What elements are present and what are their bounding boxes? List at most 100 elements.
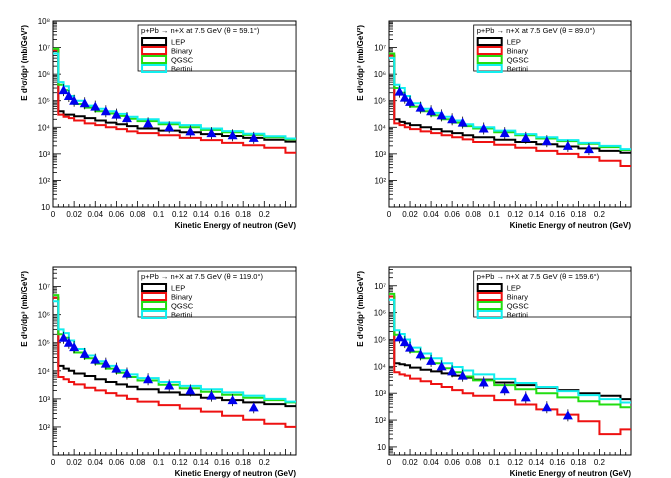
y-tick-label: 10	[377, 443, 386, 452]
series-binary-line	[389, 54, 631, 167]
series-lep-line	[53, 49, 296, 143]
y-tick-label: 10²	[38, 423, 50, 432]
legend-label-bertini: Bertini	[507, 311, 529, 320]
data-point	[562, 140, 573, 150]
x-tick-label: 0.08	[130, 458, 146, 467]
legend-title: p+Pb → n+X at 7.5 GeV (θ = 89.0°)	[477, 26, 596, 35]
y-tick-label: 10³	[374, 389, 386, 398]
legend-label-binary: Binary	[507, 293, 529, 302]
y-tick-label: 10⁶	[374, 309, 386, 318]
x-tick-label: 0.02	[66, 458, 82, 467]
data-point	[499, 384, 510, 394]
data-point	[227, 395, 238, 405]
y-tick-label: 10³	[374, 150, 386, 159]
x-tick-label: 0.1	[489, 210, 501, 219]
x-axis-label: Kinetic Energy of neutron (GeV)	[510, 221, 632, 230]
legend-label-qgsc: QGSC	[507, 302, 530, 311]
legend-label-bertini: Bertini	[171, 65, 193, 74]
data-point	[415, 102, 426, 112]
y-axis-label: E d³σ/dp³ (mb/GeV²)	[356, 25, 365, 101]
data-point	[143, 118, 154, 128]
data-point	[90, 101, 101, 111]
legend-label-qgsc: QGSC	[171, 56, 194, 65]
legend-swatch-binary	[476, 46, 503, 55]
x-tick-label: 0.2	[259, 210, 271, 219]
legend-swatch-qgsc	[476, 55, 503, 64]
x-tick-label: 0.1	[153, 210, 165, 219]
legend-label-qgsc: QGSC	[171, 302, 194, 311]
y-tick-label: 10⁵	[374, 335, 386, 344]
data-point	[478, 123, 489, 133]
data-point	[447, 114, 458, 124]
data-point	[58, 85, 69, 95]
y-tick-label: 10²	[374, 176, 386, 185]
data-point	[248, 402, 259, 412]
y-tick-label: 10	[41, 203, 50, 212]
data-point	[520, 392, 531, 402]
legend-swatch-bertini	[141, 310, 168, 319]
legend-title: p+Pb → n+X at 7.5 GeV (θ = 159.6°)	[477, 272, 600, 281]
data-point	[426, 106, 437, 116]
data-point	[69, 342, 80, 352]
y-axis-label: E d³σ/dp³ (mb/GeV²)	[20, 271, 29, 347]
chart-panel-1: 0 0.02 0.04 0.06 0.08 0.1 0.12 0.14 0.16 0.18 0.2 K…	[20, 17, 297, 230]
legend-swatch-bertini	[141, 64, 168, 73]
x-tick-label: 0.2	[259, 458, 271, 467]
chart-panel-3: 0 0.02 0.04 0.06 0.08 0.1 0.12 0.14 0.16 0.18 0.2 K…	[20, 266, 297, 478]
x-tick-label: 0	[51, 458, 56, 467]
data-point	[63, 91, 74, 101]
legend-label-bertini: Bertini	[507, 65, 529, 74]
data-point	[100, 106, 111, 116]
y-tick-label: 10³	[38, 395, 50, 404]
x-tick-label: 0.2	[594, 458, 606, 467]
y-tick-label: 10⁴	[374, 362, 387, 371]
data-point	[100, 358, 111, 368]
x-tick-label: 0.12	[507, 458, 523, 467]
series-binary-line	[389, 295, 631, 436]
x-axis-label: Kinetic Energy of neutron (GeV)	[175, 469, 297, 478]
x-tick-label: 0.02	[402, 458, 418, 467]
data-point	[111, 109, 122, 119]
x-tick-label: 0.02	[66, 210, 82, 219]
x-tick-label: 0.08	[130, 210, 146, 219]
y-tick-label: 10⁵	[374, 97, 386, 106]
x-tick-label: 0.12	[507, 210, 523, 219]
series-lep-line	[389, 54, 631, 154]
x-tick-label: 0.08	[465, 458, 481, 467]
data-point	[457, 370, 468, 380]
legend-swatch-binary	[141, 46, 168, 55]
data-point	[111, 363, 122, 373]
chart-panel-4: 0 0.02 0.04 0.06 0.08 0.1 0.12 0.14 0.16 0.18 0.2 K…	[356, 266, 632, 478]
legend-label-lep: LEP	[171, 284, 185, 293]
data-point	[583, 144, 594, 154]
series-binary-line	[53, 296, 296, 428]
x-tick-label: 0.06	[444, 458, 460, 467]
y-tick-label: 10²	[374, 416, 386, 425]
x-tick-label: 0.18	[571, 458, 587, 467]
legend-swatch-lep	[476, 283, 503, 292]
data-point	[415, 349, 426, 359]
x-tick-label: 0	[387, 210, 392, 219]
data-point	[394, 86, 405, 96]
data-point	[69, 95, 80, 105]
legend-swatch-qgsc	[141, 55, 168, 64]
legend-swatch-lep	[141, 37, 168, 46]
x-tick-label: 0.06	[109, 458, 125, 467]
series-lep-line	[53, 296, 296, 408]
legend-swatch-binary	[141, 292, 168, 301]
data-point	[405, 96, 416, 106]
x-tick-label: 0	[387, 458, 392, 467]
data-point	[541, 402, 552, 412]
y-tick-label: 10⁶	[38, 311, 50, 320]
data-point	[405, 342, 416, 352]
data-point	[562, 410, 573, 420]
x-tick-label: 0	[51, 210, 56, 219]
legend-swatch-lep	[476, 37, 503, 46]
data-point	[447, 366, 458, 376]
data-point	[394, 332, 405, 342]
x-tick-label: 0.18	[571, 210, 587, 219]
data-point	[63, 337, 74, 347]
y-tick-label: 10³	[38, 150, 50, 159]
data-point	[436, 110, 447, 120]
